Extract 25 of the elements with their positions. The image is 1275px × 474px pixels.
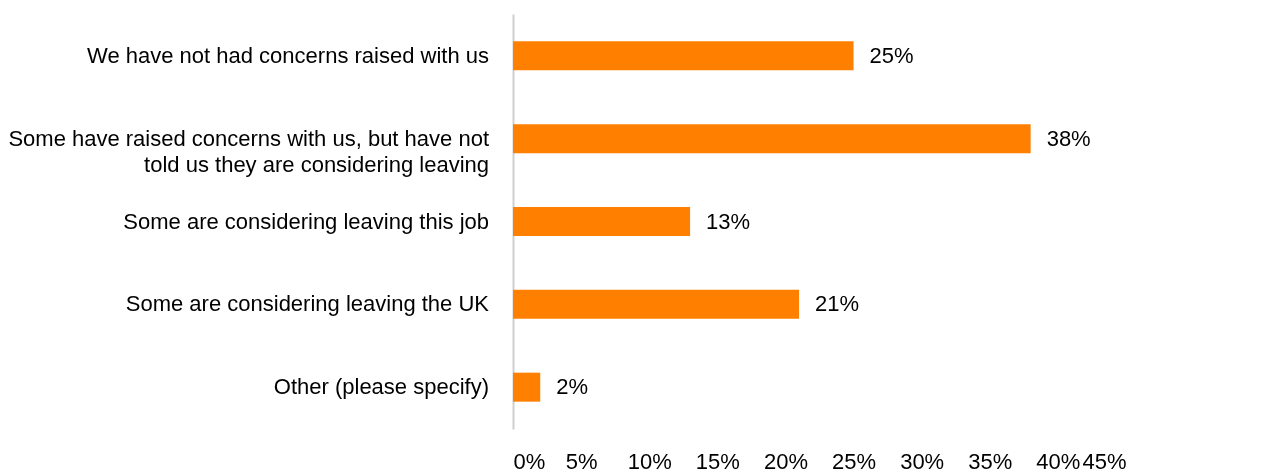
bar xyxy=(513,207,691,236)
x-tick-label: 0% xyxy=(513,448,546,474)
bar xyxy=(513,289,800,319)
data-label: 21% xyxy=(815,291,860,317)
y-tick-label: Some have raised concerns with us, but have not told us they are considering leaving xyxy=(8,125,489,177)
x-tick-label: 20% xyxy=(763,448,808,474)
y-tick-label: Other (please specify) xyxy=(273,374,489,400)
bar xyxy=(513,41,854,71)
data-label: 2% xyxy=(556,374,589,400)
y-tick-label: Some are considering leaving the UK xyxy=(125,291,490,317)
x-tick-label: 30% xyxy=(900,448,945,474)
x-tick-label: 35% xyxy=(968,448,1013,474)
data-label: 13% xyxy=(706,208,751,234)
data-label: 25% xyxy=(869,42,914,68)
x-tick-label: 10% xyxy=(627,448,672,474)
y-tick-label: Some are considering leaving this job xyxy=(123,208,489,234)
y-tick-label: We have not had concerns raised with us xyxy=(87,42,489,68)
x-tick-label: 40% xyxy=(1036,448,1081,474)
bar xyxy=(513,124,1031,154)
x-tick-label: 15% xyxy=(695,448,740,474)
x-tick-label: 45% xyxy=(1082,448,1127,474)
x-tick-label: 5% xyxy=(565,448,598,474)
bar xyxy=(513,372,541,402)
data-label: 38% xyxy=(1046,125,1091,151)
x-tick-label: 25% xyxy=(832,448,877,474)
